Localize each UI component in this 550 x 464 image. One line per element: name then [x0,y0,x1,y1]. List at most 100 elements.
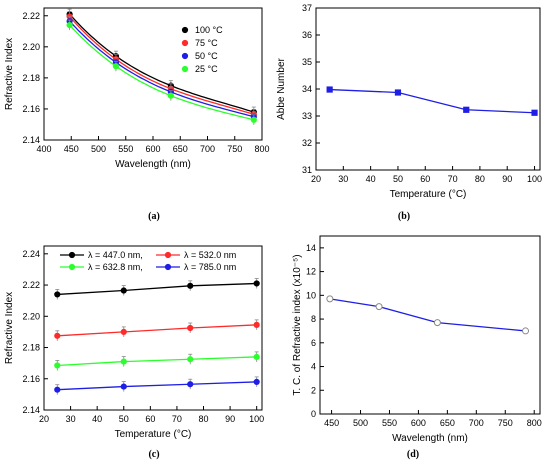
y-tick-label: 2.14 [22,405,40,415]
plot-frame [43,245,263,411]
data-point [54,291,61,298]
y-axis-label: T. C. of Refractive index (x10⁻⁵) [292,254,303,395]
panel-d: 450 500 550 600 650 700 750 800 0 2 4 6 8 10 12 14 Wavel… [292,235,542,460]
series-c-0 [54,278,260,300]
x-tick-label: 20 [311,174,321,184]
data-point [112,63,120,70]
x-tick-label: 60 [145,414,155,424]
x-axis-label: Wavelength (nm) [392,433,468,444]
series-c-3 [54,376,260,395]
x-tick-label: 90 [225,414,235,424]
x-tick-label: 600 [411,418,426,428]
x-tick-label: 550 [118,144,133,154]
y-tick-label: 2 [311,385,316,395]
y-tick-label: 14 [306,243,316,253]
y-tick-label: 12 [306,267,316,277]
data-point [187,282,194,289]
data-point [54,332,61,339]
x-tick-label: 600 [145,144,160,154]
x-axis-label: Temperature (°C) [115,429,192,440]
data-point [253,378,260,385]
legend-marker [181,65,189,73]
series-a-0 [66,8,257,118]
series-line [57,282,257,296]
x-tick-label: 80 [199,414,209,424]
series-line [57,356,257,367]
y-tick-label: 34 [302,84,312,94]
series-line [57,381,257,391]
panel-b: 20 30 40 50 60 70 80 90 100 31 32 33 34 35 36 37 Tempera… [276,3,542,222]
plot-frame [315,7,541,171]
legend-entry: 75 °C [195,38,218,48]
x-tick-label: 70 [172,414,182,424]
data-point [167,92,174,99]
y-tick-label: 2.22 [22,280,40,290]
fit-curve [69,16,255,116]
legend-marker [181,39,189,47]
x-tick-label: 500 [353,418,368,428]
y-tick-label: 2.16 [22,374,40,384]
y-tick-label: 8 [311,314,316,324]
legend-marker [181,26,189,34]
series-line [57,324,257,337]
x-tick-label: 80 [475,174,485,184]
data-point [433,319,441,327]
x-tick-label: 40 [92,414,102,424]
y-tick-label: 4 [311,362,316,372]
x-tick-label: 750 [498,418,513,428]
panel-label: (d) [407,449,419,460]
legend-marker [68,251,76,259]
data-point [375,303,383,311]
data-point [253,280,260,287]
series-a-3 [66,19,257,125]
x-tick-label: 750 [227,144,242,154]
legend-entry: λ = 532.0 nm [184,250,236,260]
legend-marker [164,251,172,259]
series-b-0 [326,86,538,116]
data-point [522,327,530,335]
y-tick-label: 2.20 [22,311,40,321]
y-tick-label: 2.20 [22,42,40,52]
y-tick-label: 36 [302,30,312,40]
fit-curve [69,13,254,113]
panel-a: 400 450 500 550 600 650 700 750 800 2.14 2.16 2.18 2… [4,7,270,222]
x-tick-label: 700 [469,418,484,428]
y-tick-label: 33 [302,111,312,121]
data-point [253,321,260,328]
x-tick-label: 650 [440,418,455,428]
x-tick-label: 30 [66,414,76,424]
data-point [463,106,470,113]
data-point [187,356,194,363]
y-tick-label: 31 [302,165,312,175]
legend-entry: λ = 785.0 nm [184,262,236,272]
series-c-2 [54,351,260,371]
panel-label: (a) [148,211,160,222]
series-d-0 [326,295,530,335]
data-point [187,381,194,388]
x-tick-label: 450 [324,418,339,428]
legend-marker [164,263,172,271]
fit-curve [69,20,254,118]
x-tick-label: 500 [91,144,106,154]
x-tick-label: 450 [64,144,79,154]
y-tick-label: 2.18 [22,73,40,83]
y-tick-label: 32 [302,138,312,148]
y-tick-label: 6 [311,338,316,348]
data-point [120,328,127,336]
legend-entry: 100 °C [195,25,223,35]
x-tick-label: 20 [39,414,49,424]
fit-curve [69,24,254,121]
panel-label: (b) [398,211,410,222]
series-c-1 [54,319,260,341]
data-point [120,358,127,365]
x-tick-label: 60 [420,174,430,184]
y-axis-label: Abbe Number [276,57,287,119]
panel-label: (c) [148,449,159,460]
series-line [329,88,535,114]
y-tick-label: 2.14 [22,135,40,145]
x-tick-label: 100 [249,414,264,424]
x-tick-label: 800 [254,144,269,154]
panel-c: 20 30 40 50 60 70 80 90 100 2.14 2.16 2.18 2.20 2.22 2… [4,245,264,460]
data-point [394,89,402,96]
